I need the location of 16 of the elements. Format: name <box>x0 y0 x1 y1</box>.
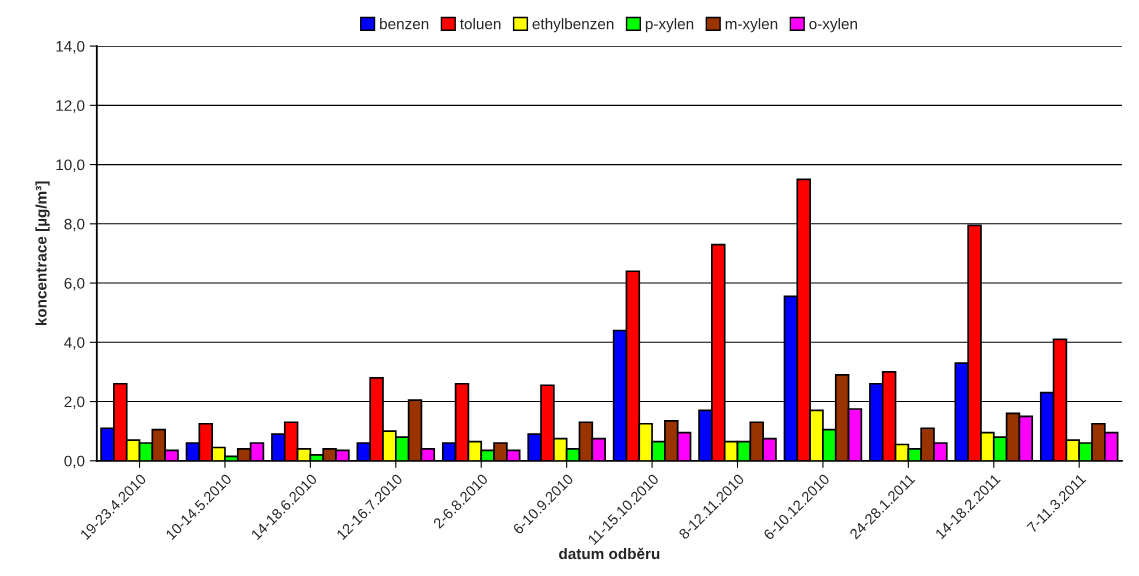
y-tick-label: 0,0 <box>64 455 85 469</box>
y-tick-label: 2,0 <box>64 396 85 410</box>
x-axis-title: datum odběru <box>559 547 660 560</box>
legend-label: p-xylen <box>645 18 694 33</box>
y-tick-label: 12,0 <box>56 100 85 113</box>
y-axis-title: koncentrace [µg/m³] <box>35 181 50 326</box>
y-tick-label: 10,0 <box>56 159 85 173</box>
legend-label: m-xylen <box>725 18 778 33</box>
legend-label: o-xylen <box>809 18 857 33</box>
y-tick-label: 14,0 <box>56 40 85 54</box>
y-tick-label: 4,0 <box>64 337 85 350</box>
legend-label: ethylbenzen <box>532 18 614 33</box>
legend-label: toluen <box>460 18 501 30</box>
legend-label: benzen <box>380 18 429 30</box>
y-tick-label: 6,0 <box>64 277 85 291</box>
y-tick-label: 8,0 <box>64 218 85 232</box>
